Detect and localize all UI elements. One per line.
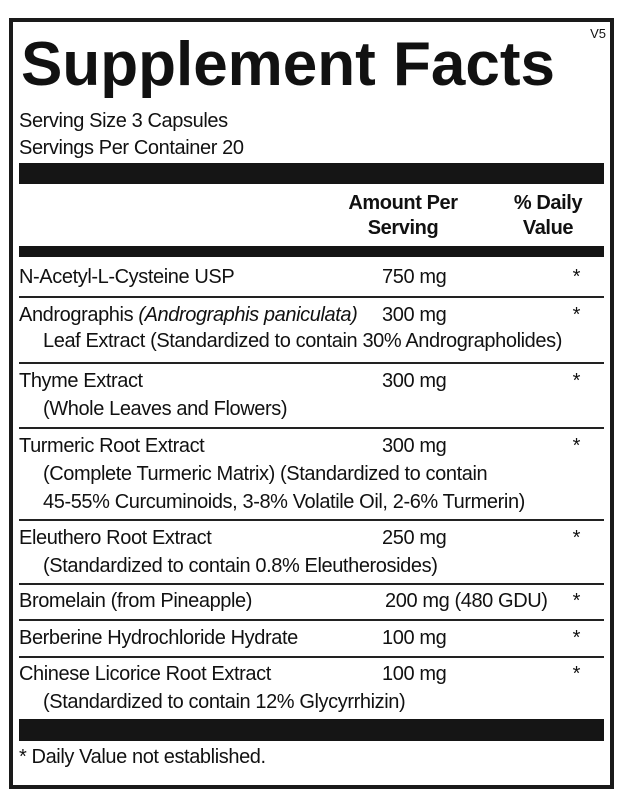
ingredient-name: Berberine Hydrochloride Hydrate xyxy=(19,627,298,649)
header-line: Serving xyxy=(367,217,439,239)
ingredient-detail: (Standardized to contain 0.8% Eleutheros… xyxy=(43,555,438,577)
row-divider xyxy=(19,427,604,429)
header-line: Value xyxy=(522,217,574,239)
panel-title: Supplement Facts xyxy=(21,30,555,99)
ingredient-amount: 300 mg xyxy=(382,370,447,392)
ingredient-detail: 45-55% Curcuminoids, 3-8% Volatile Oil, … xyxy=(43,491,525,513)
thick-divider xyxy=(19,163,604,184)
row-divider xyxy=(19,656,604,658)
ingredient-detail: Leaf Extract (Standardized to contain 30… xyxy=(43,330,562,352)
thick-divider xyxy=(19,719,604,741)
amount-per-serving-header: Amount Per Serving xyxy=(343,191,463,241)
daily-value: * xyxy=(572,663,581,685)
ingredient-name: Andrographis (Andrographis paniculata) xyxy=(19,302,358,328)
ingredient-name-text: Andrographis xyxy=(19,304,139,326)
daily-value-header: % Daily Value xyxy=(503,191,593,241)
row-divider xyxy=(19,362,604,364)
ingredient-name: Bromelain (from Pineapple) xyxy=(19,590,253,612)
serving-size: Serving Size 3 Capsules xyxy=(19,110,228,132)
ingredient-name: N-Acetyl-L-Cysteine USP xyxy=(19,266,235,288)
supplement-facts-panel: V5 Supplement Facts Serving Size 3 Capsu… xyxy=(9,18,614,789)
ingredient-amount: 200 mg (480 GDU) xyxy=(385,590,548,612)
ingredient-amount: 100 mg xyxy=(382,627,447,649)
ingredient-amount: 300 mg xyxy=(382,435,447,457)
ingredient-amount: 100 mg xyxy=(382,663,447,685)
footnote: * Daily Value not established. xyxy=(19,746,266,768)
ingredient-name: Eleuthero Root Extract xyxy=(19,527,212,549)
ingredient-detail: (Whole Leaves and Flowers) xyxy=(43,398,288,420)
row-divider xyxy=(19,583,604,585)
daily-value: * xyxy=(572,370,581,392)
header-line: % Daily xyxy=(513,192,583,214)
daily-value: * xyxy=(572,590,581,612)
ingredient-amount: 750 mg xyxy=(382,266,447,288)
ingredient-detail: (Complete Turmeric Matrix) (Standardized… xyxy=(43,463,488,485)
ingredient-detail: (Standardized to contain 12% Glycyrrhizi… xyxy=(43,691,406,713)
daily-value: * xyxy=(572,527,581,549)
version-label: V5 xyxy=(590,26,606,41)
ingredient-amount: 300 mg xyxy=(382,304,447,326)
row-divider xyxy=(19,519,604,521)
row-divider xyxy=(19,296,604,298)
daily-value: * xyxy=(572,435,581,457)
servings-per-container: Servings Per Container 20 xyxy=(19,137,244,159)
header-line: Amount Per xyxy=(348,192,458,214)
ingredient-name: Thyme Extract xyxy=(19,370,143,392)
daily-value: * xyxy=(572,304,581,326)
ingredient-latin-name: (Andrographis paniculata) xyxy=(138,304,358,326)
ingredient-name: Turmeric Root Extract xyxy=(19,435,205,457)
ingredient-name: Chinese Licorice Root Extract xyxy=(19,663,271,685)
daily-value: * xyxy=(572,266,581,288)
daily-value: * xyxy=(572,627,581,649)
medium-divider xyxy=(19,246,604,257)
ingredient-amount: 250 mg xyxy=(382,527,447,549)
row-divider xyxy=(19,619,604,621)
